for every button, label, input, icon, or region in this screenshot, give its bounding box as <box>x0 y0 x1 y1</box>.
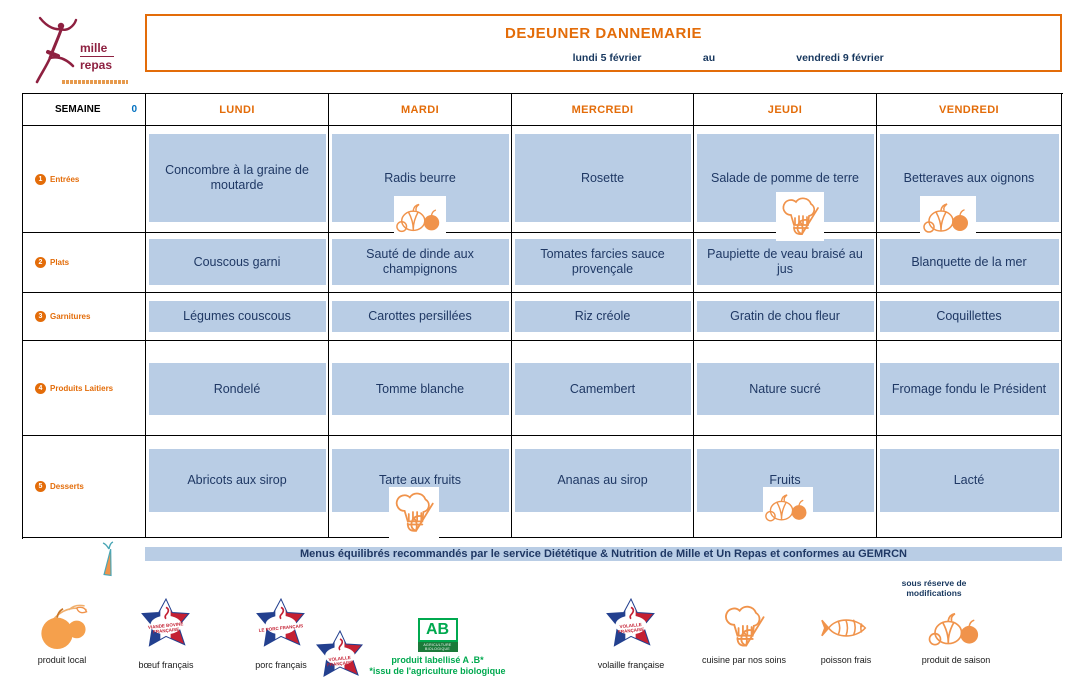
day-header-jeudi: JEUDI <box>694 94 877 126</box>
day-header-vendredi: VENDREDI <box>877 94 1062 126</box>
chef-hat-icon <box>389 487 439 539</box>
ab-caption: agriculture biologique <box>417 642 458 652</box>
row-label-garnitures: 3 Garnitures <box>23 293 146 341</box>
cell-mercredi-laitier: Camembert <box>512 341 694 436</box>
row-label-produits-laitiers: 4 Produits Laitiers <box>23 341 146 436</box>
dancer-icon <box>35 16 78 84</box>
legend-volaille-francaise: VOLAILLE FRANÇAISE volaille française <box>576 598 686 670</box>
carrot-icon <box>100 541 118 586</box>
date-separator: au <box>702 52 716 64</box>
legend-porc-francais: LE PORC FRANÇAIS porc français <box>226 598 336 670</box>
row-label-plats: 2 Plats <box>23 233 146 293</box>
cell-jeudi-garniture: Gratin de chou fleur <box>694 293 877 341</box>
semaine-label: SEMAINE <box>55 104 101 115</box>
logo-line1: mille <box>80 41 108 55</box>
season-produce-icon <box>901 598 1011 652</box>
page-title: DEJEUNER DANNEMARIE <box>504 25 703 42</box>
header-box: DEJEUNER DANNEMARIE lundi 5 février au v… <box>145 14 1062 72</box>
cell-mardi-plat: Sauté de dinde aux champignons <box>329 233 512 293</box>
day-header-mercredi: MERCREDI <box>512 94 694 126</box>
cell-mardi-garniture: Carottes persillées <box>329 293 512 341</box>
row-number-badge: 1 <box>35 173 46 185</box>
logo-tagline <box>62 80 128 84</box>
day-header-lundi: LUNDI <box>146 94 329 126</box>
semaine-header-cell: SEMAINE 0 <box>23 94 146 126</box>
legend-produit-bio: AB agriculture biologique produit labell… <box>365 598 510 678</box>
day-header-mardi: MARDI <box>329 94 512 126</box>
logo-line2: repas <box>80 58 113 72</box>
beef-star-icon: VIANDE BOVINE FRANÇAISE <box>140 598 192 652</box>
season-produce-icon <box>763 487 813 525</box>
logo-wordmark: mille repas <box>80 42 114 71</box>
cell-lundi-plat: Couscous garni <box>146 233 329 293</box>
modification-note: sous réserve de modifications <box>901 578 967 598</box>
ab-bio-icon: AB agriculture biologique <box>365 598 510 652</box>
cell-vendredi-dessert: Lacté <box>877 436 1062 538</box>
semaine-value: 0 <box>131 104 137 115</box>
gemrcn-banner: Menus équilibrés recommandés par le serv… <box>145 547 1062 561</box>
cell-lundi-dessert: Abricots aux sirop <box>146 436 329 538</box>
cell-vendredi-laitier: Fromage fondu le Président <box>877 341 1062 436</box>
legend-boeuf-francais: VIANDE BOVINE FRANÇAISE bœuf français <box>111 598 221 670</box>
date-from: lundi 5 février <box>572 52 642 64</box>
cell-vendredi-plat: Blanquette de la mer <box>877 233 1062 293</box>
legend-produit-local: produit local <box>7 598 117 665</box>
cell-lundi-laitier: Rondelé <box>146 341 329 436</box>
legend-poisson-frais: poisson frais <box>791 598 901 665</box>
row-label-desserts: 5 Desserts <box>23 436 146 538</box>
logo-divider <box>80 56 114 57</box>
row-number-badge: 4 <box>35 382 46 394</box>
legend-produit-de-saison: produit de saison <box>901 598 1011 665</box>
row-label-entrees: 1 Entrées <box>23 126 146 233</box>
chef-hat-icon <box>776 192 824 241</box>
menu-table: SEMAINE 0 LUNDI MARDI MERCREDI JEUDI VEN… <box>22 93 1063 677</box>
cell-mercredi-plat: Tomates farcies sauce provençale <box>512 233 694 293</box>
pork-star-icon: LE PORC FRANÇAIS <box>255 598 307 652</box>
row-number-badge: 5 <box>35 481 46 492</box>
fish-icon <box>791 598 901 652</box>
cell-mardi-laitier: Tomme blanche <box>329 341 512 436</box>
mille-et-un-repas-logo: mille repas <box>28 14 138 86</box>
cell-jeudi-laitier: Nature sucré <box>694 341 877 436</box>
season-produce-icon <box>394 196 446 236</box>
local-apple-icon <box>7 598 117 652</box>
chef-hat-icon <box>689 598 799 652</box>
cell-lundi-garniture: Légumes couscous <box>146 293 329 341</box>
date-to: vendredi 9 février <box>796 52 884 64</box>
cell-vendredi-garniture: Coquillettes <box>877 293 1062 341</box>
volaille-francaise-badge-icon: VOLAILLE FRANÇAISE <box>315 630 365 681</box>
ab-letters: AB <box>417 618 458 642</box>
season-produce-icon <box>920 196 976 236</box>
cell-mercredi-dessert: Ananas au sirop <box>512 436 694 538</box>
legend-cuisine-par-nos-soins: cuisine par nos soins <box>689 598 799 665</box>
cell-mercredi-garniture: Riz créole <box>512 293 694 341</box>
cell-mercredi-entree: Rosette <box>512 126 694 233</box>
cell-lundi-entree: Concombre à la graine de moutarde <box>146 126 329 233</box>
row-number-badge: 3 <box>35 311 46 322</box>
cell-jeudi-plat: Paupiette de veau braisé au jus <box>694 233 877 293</box>
row-number-badge: 2 <box>35 257 46 268</box>
poultry-star-icon: VOLAILLE FRANÇAISE <box>605 598 657 652</box>
